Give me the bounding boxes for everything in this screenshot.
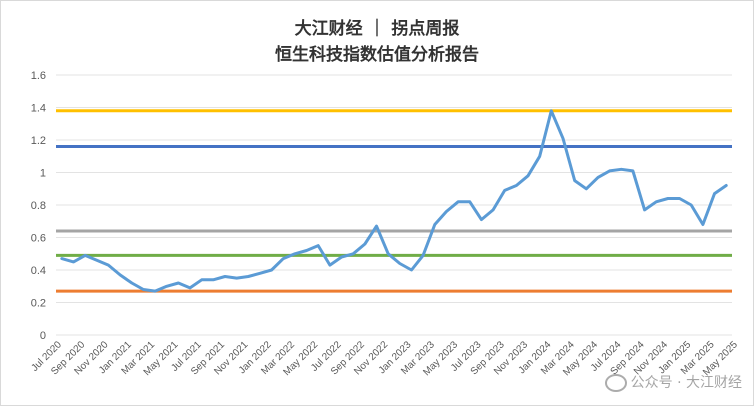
y-tick-label: 0.8 bbox=[31, 200, 46, 212]
y-tick-label: 1.4 bbox=[31, 103, 46, 115]
wechat-icon bbox=[604, 374, 627, 392]
y-tick-label: 1.6 bbox=[31, 70, 46, 82]
y-tick-label: 0.4 bbox=[31, 265, 46, 277]
watermark: 公众号 · 大江财经 bbox=[604, 372, 742, 392]
series-line bbox=[60, 109, 728, 293]
y-tick-label: 1.2 bbox=[31, 135, 46, 147]
chart-subtitle: 恒生科技指数估值分析报告 bbox=[275, 45, 479, 65]
y-tick-label: 0 bbox=[40, 330, 46, 342]
y-tick-label: 0.2 bbox=[31, 298, 46, 310]
y-tick-label: 1 bbox=[40, 168, 46, 180]
y-tick-label: 0.6 bbox=[31, 233, 46, 245]
watermark-text: 公众号 · 大江财经 bbox=[630, 375, 742, 391]
chart-title: 大江财经 ｜ 拐点周报 bbox=[294, 19, 460, 39]
